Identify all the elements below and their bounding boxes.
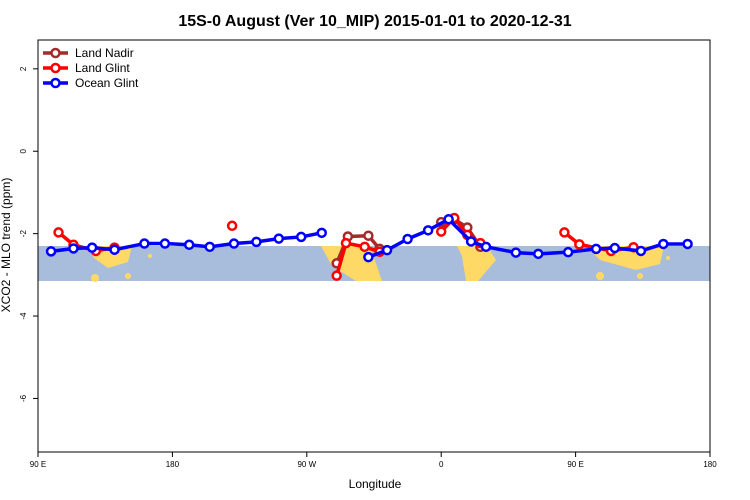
data-point [363, 230, 374, 241]
legend-label: Ocean Glint [75, 76, 139, 90]
data-point [109, 244, 120, 255]
data-point [139, 238, 150, 249]
data-point [331, 270, 342, 281]
data-point [635, 245, 647, 257]
data-point [316, 227, 327, 239]
data-point [273, 233, 285, 244]
data-point [658, 238, 669, 250]
island-0 [91, 274, 99, 282]
data-point [359, 241, 370, 253]
island-3 [596, 272, 604, 280]
x-tick-label: 180 [166, 460, 180, 469]
data-point [251, 236, 262, 248]
data-point [574, 239, 585, 250]
data-point [68, 243, 79, 254]
data-point [204, 241, 215, 253]
data-point [228, 238, 240, 249]
island-5 [666, 256, 670, 260]
data-point [590, 243, 602, 255]
data-point [435, 226, 447, 237]
legend-label: Land Nadir [75, 46, 134, 60]
y-tick-label: 0 [19, 148, 28, 153]
chart-title: 15S-0 August (Ver 10_MIP) 2015-01-01 to … [178, 13, 571, 30]
data-point [45, 246, 57, 257]
legend-marker [50, 77, 61, 89]
y-tick-label: 2 [19, 66, 28, 71]
x-tick-label: 180 [703, 460, 717, 469]
data-point [609, 242, 621, 254]
data-point [295, 231, 307, 243]
island-2 [148, 254, 152, 258]
island-4 [637, 273, 643, 279]
data-point [559, 227, 570, 238]
series-ocean-glint [45, 213, 693, 263]
data-point [340, 237, 352, 249]
plot-frame [37, 39, 711, 453]
data-point [183, 239, 195, 251]
data-point [533, 248, 544, 260]
legend-marker [50, 62, 61, 74]
legend-label: Land Glint [75, 61, 130, 75]
data-point [381, 244, 393, 256]
data-point [422, 225, 434, 236]
data-point [159, 238, 171, 249]
data-point [226, 220, 238, 232]
data-point [562, 246, 574, 258]
legend-marker [50, 47, 61, 59]
series-layer [45, 212, 693, 281]
x-axis: 90 E 180 90 W 0 90 E 180 [30, 452, 717, 469]
y-tick-label: -6 [19, 394, 28, 402]
land-mass-1 [457, 246, 496, 282]
data-point [682, 238, 693, 250]
data-point [86, 242, 98, 253]
y-axis: 2 0 -2 -4 -6 [19, 66, 38, 402]
data-point [53, 227, 64, 238]
series-line [334, 241, 381, 277]
x-axis-label: Longitude [349, 477, 402, 491]
data-point [465, 236, 477, 247]
x-tick-label: 0 [439, 460, 444, 469]
x-tick-label: 90 E [567, 460, 583, 469]
island-1 [125, 273, 131, 279]
data-point [402, 233, 413, 245]
data-point [443, 213, 454, 225]
data-point [480, 241, 492, 253]
x-tick-label: 90 W [297, 460, 316, 469]
data-point [363, 251, 374, 263]
data-point [510, 247, 522, 258]
y-axis-label: XCO2 - MLO trend (ppm) [0, 178, 13, 313]
y-tick-label: -2 [19, 230, 28, 238]
y-tick-label: -4 [19, 312, 28, 320]
x-tick-label: 90 E [30, 460, 46, 469]
